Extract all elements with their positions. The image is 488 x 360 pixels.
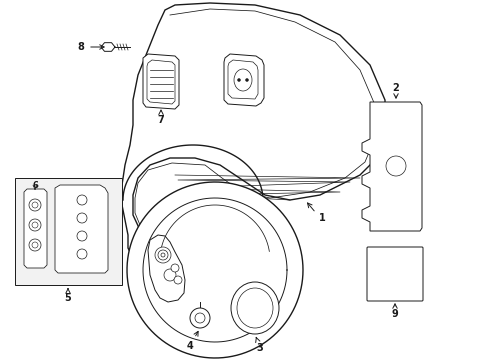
Text: 8: 8 [78,42,84,52]
Text: 9: 9 [391,309,398,319]
Polygon shape [142,54,179,109]
Text: 4: 4 [186,331,198,351]
Circle shape [32,202,38,208]
Circle shape [161,253,164,257]
Polygon shape [127,182,303,358]
Circle shape [385,156,405,176]
Circle shape [171,264,179,272]
Polygon shape [147,60,175,104]
Circle shape [77,231,87,241]
FancyBboxPatch shape [15,178,122,285]
Polygon shape [55,185,108,273]
Circle shape [29,219,41,231]
Circle shape [237,78,240,81]
Polygon shape [122,3,384,262]
Polygon shape [361,102,421,231]
Text: 7: 7 [157,115,164,125]
Circle shape [77,213,87,223]
Circle shape [77,249,87,259]
Circle shape [32,222,38,228]
Circle shape [77,195,87,205]
Circle shape [32,242,38,248]
Polygon shape [24,189,47,268]
Circle shape [195,313,204,323]
Ellipse shape [237,288,272,328]
Circle shape [29,199,41,211]
FancyBboxPatch shape [366,247,422,301]
Text: 3: 3 [255,337,263,353]
Circle shape [155,247,171,263]
Circle shape [190,308,209,328]
Circle shape [29,239,41,251]
Polygon shape [224,54,264,106]
Circle shape [158,250,168,260]
Text: 1: 1 [318,213,325,223]
Polygon shape [227,60,258,99]
Polygon shape [148,235,184,302]
Ellipse shape [230,282,279,334]
Ellipse shape [234,69,251,91]
Text: 6: 6 [32,180,38,189]
Text: 5: 5 [64,293,71,303]
Text: 2: 2 [392,83,399,93]
Circle shape [245,78,248,81]
Circle shape [174,276,182,284]
Circle shape [163,269,176,281]
